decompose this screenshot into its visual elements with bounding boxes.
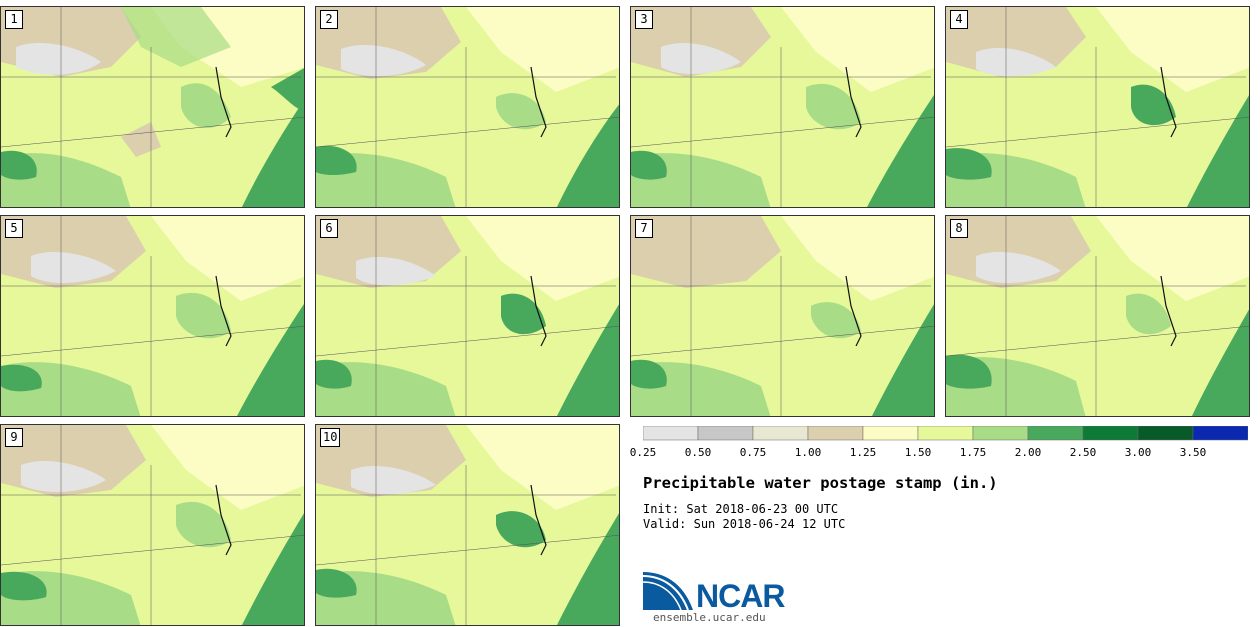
valid-label: Valid: (643, 517, 687, 531)
colorbar-tick-label: 3.00 (1124, 446, 1152, 459)
stamp-panel-2: 2 (315, 6, 620, 208)
stamp-panel-6: 6 (315, 215, 620, 417)
panel-label: 10 (320, 428, 341, 447)
stamp-panel-4: 4 (945, 6, 1250, 208)
colorbar-box (1082, 426, 1139, 441)
logo-url: ensemble.ucar.edu (653, 611, 766, 624)
colorbar-box (697, 426, 754, 441)
stamp-panel-1: 1 (0, 6, 305, 208)
colorbar-tick-label: 0.75 (739, 446, 767, 459)
colorbar-tick-label: 0.25 (629, 446, 657, 459)
pw-map (946, 216, 1249, 416)
panel-label: 3 (635, 10, 653, 29)
panel-label: 1 (5, 10, 23, 29)
colorbar (643, 426, 1248, 441)
colorbar-box (807, 426, 864, 441)
colorbar-tick-label: 3.50 (1179, 446, 1207, 459)
panel-label: 2 (320, 10, 338, 29)
colorbar-tick-label: 1.75 (959, 446, 987, 459)
stamp-panel-10: 10 (315, 424, 620, 626)
ncar-logo-icon (643, 572, 693, 611)
colorbar-tick-label: 2.50 (1069, 446, 1097, 459)
colorbar-box (1027, 426, 1084, 441)
pw-map (316, 425, 619, 625)
stamp-panel-3: 3 (630, 6, 935, 208)
panel-label: 5 (5, 219, 23, 238)
valid-value: Sun 2018-06-24 12 UTC (693, 517, 846, 531)
stamp-panel-8: 8 (945, 215, 1250, 417)
logo-text: NCAR (696, 578, 785, 614)
stamp-panel-9: 9 (0, 424, 305, 626)
panel-label: 6 (320, 219, 338, 238)
init-value: Sat 2018-06-23 00 UTC (686, 502, 839, 516)
pw-map (316, 216, 619, 416)
panel-label: 9 (5, 428, 23, 447)
colorbar-box (643, 426, 699, 441)
panel-label: 7 (635, 219, 653, 238)
colorbar-tick-label: 1.00 (794, 446, 822, 459)
colorbar-tick-label: 2.00 (1014, 446, 1042, 459)
panel-label: 8 (950, 219, 968, 238)
pw-map (1, 216, 304, 416)
colorbar-box (972, 426, 1029, 441)
pw-map (946, 7, 1249, 207)
pw-map (316, 7, 619, 207)
chart-title: Precipitable water postage stamp (in.) (643, 474, 998, 492)
colorbar-tick-label: 1.25 (849, 446, 877, 459)
valid-time: Valid: Sun 2018-06-24 12 UTC (643, 517, 845, 531)
stamp-panel-5: 5 (0, 215, 305, 417)
pw-map (1, 7, 304, 207)
pw-map (631, 7, 934, 207)
init-time: Init: Sat 2018-06-23 00 UTC (643, 502, 838, 516)
colorbar-tick-label: 0.50 (684, 446, 712, 459)
pw-map (1, 425, 304, 625)
colorbar-box (1192, 426, 1248, 441)
colorbar-box (862, 426, 919, 441)
init-label: Init: (643, 502, 680, 516)
colorbar-box (1137, 426, 1194, 441)
stamp-panel-7: 7 (630, 215, 935, 417)
panel-label: 4 (950, 10, 968, 29)
colorbar-box (752, 426, 809, 441)
pw-map (631, 216, 934, 416)
colorbar-tick-label: 1.50 (904, 446, 932, 459)
colorbar-box (917, 426, 974, 441)
